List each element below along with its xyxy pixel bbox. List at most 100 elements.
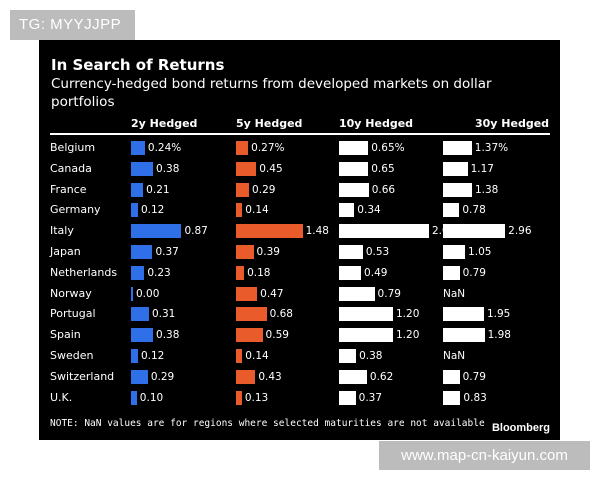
bar bbox=[339, 161, 369, 176]
bar-value-label: 0.34 bbox=[357, 204, 381, 217]
bar-value-label: 0.66 bbox=[371, 183, 396, 196]
bar-value-label: 0.31 bbox=[151, 308, 176, 321]
row-label: France bbox=[50, 182, 87, 196]
bar bbox=[236, 286, 258, 301]
bar-value-label: 0.24% bbox=[147, 142, 182, 154]
bar bbox=[131, 307, 149, 322]
chart-note: NOTE: NaN values are for regions where s… bbox=[50, 418, 485, 429]
bar bbox=[339, 349, 357, 363]
chart-panel: In Search of Returns Currency-hedged bon… bbox=[39, 40, 560, 440]
bar-value-label: NaN bbox=[443, 350, 466, 362]
bar-value-label: 0.38 bbox=[156, 329, 180, 342]
bar-value-label: 0.79 bbox=[462, 370, 486, 383]
bar bbox=[339, 286, 375, 301]
bar bbox=[443, 390, 461, 405]
bar-value-label: 0.37 bbox=[358, 391, 383, 404]
bar bbox=[339, 245, 363, 259]
bar bbox=[131, 286, 133, 301]
bar-value-label: 0.87 bbox=[184, 225, 208, 238]
row-label: Italy bbox=[50, 224, 74, 238]
bar-value-label: 0.14 bbox=[245, 204, 269, 217]
bar-value-label: 0.65% bbox=[371, 142, 405, 154]
chart-title: In Search of Returns bbox=[51, 56, 225, 74]
row-label: Sweden bbox=[50, 349, 94, 362]
bar bbox=[339, 182, 369, 197]
bar-value-label: 0.79 bbox=[377, 287, 401, 300]
bar bbox=[236, 369, 256, 384]
bar-value-label: 1.20 bbox=[396, 308, 420, 321]
bar bbox=[443, 307, 484, 322]
bar bbox=[236, 161, 257, 176]
bar bbox=[131, 224, 182, 239]
bar-value-label: 0.38 bbox=[359, 350, 383, 362]
source-logo: Bloomberg bbox=[491, 422, 550, 434]
bar bbox=[131, 390, 137, 405]
bar-value-label: 0.29 bbox=[252, 183, 276, 196]
bar bbox=[236, 349, 243, 363]
bar bbox=[131, 349, 138, 363]
bar-value-label: 0.45 bbox=[259, 162, 283, 175]
bar-value-label: 0.29 bbox=[150, 370, 175, 383]
bar bbox=[236, 182, 250, 197]
bar bbox=[236, 328, 263, 343]
bar-value-label: 1.98 bbox=[487, 329, 511, 342]
row-label: Spain bbox=[50, 328, 81, 342]
bar bbox=[443, 182, 472, 197]
bar bbox=[131, 328, 154, 343]
row-label: Belgium bbox=[50, 141, 96, 154]
row-label: Netherlands bbox=[50, 265, 118, 279]
bar-value-label: 0.43 bbox=[258, 370, 282, 383]
bar bbox=[131, 161, 154, 176]
bar bbox=[443, 245, 466, 259]
bar-value-label: 0.27% bbox=[251, 142, 285, 154]
bar bbox=[443, 328, 485, 343]
bar bbox=[236, 245, 254, 259]
row-label: Switzerland bbox=[50, 369, 115, 383]
bar-value-label: 0.12 bbox=[140, 204, 165, 217]
bar-value-label: NaN bbox=[443, 287, 466, 300]
row-label: Japan bbox=[50, 245, 81, 258]
bar-value-label: 1.38 bbox=[474, 183, 499, 196]
bar-value-label: 0.18 bbox=[247, 266, 271, 279]
row-label: Canada bbox=[50, 161, 92, 175]
bar-value-label: 0.78 bbox=[462, 204, 486, 217]
bar bbox=[339, 203, 355, 218]
row-label: Portugal bbox=[50, 307, 96, 321]
watermark-bottom: www.map-cn-kaiyun.com bbox=[379, 441, 590, 470]
bar-value-label: 0.62 bbox=[369, 370, 394, 383]
bar-value-label: 0.53 bbox=[365, 246, 390, 258]
bar-value-label: 0.59 bbox=[265, 329, 289, 342]
bar-value-label: 0.68 bbox=[269, 308, 293, 321]
bar-value-label: 0.12 bbox=[140, 350, 165, 362]
bar bbox=[131, 265, 145, 280]
bar-value-label: 0.47 bbox=[260, 287, 284, 300]
bar-value-label: 0.10 bbox=[139, 391, 164, 404]
bar bbox=[443, 161, 468, 176]
bar bbox=[443, 224, 506, 239]
bar bbox=[443, 203, 460, 218]
bar bbox=[443, 141, 472, 155]
col-header-2y: 2y Hedged bbox=[131, 117, 198, 130]
bar bbox=[443, 369, 460, 384]
bar bbox=[339, 307, 393, 322]
bar-value-label: 0.37 bbox=[155, 246, 179, 258]
bar bbox=[236, 224, 303, 239]
row-label: Germany bbox=[50, 203, 101, 217]
bar-value-label: 1.37% bbox=[474, 142, 509, 154]
bar-value-label: 1.05 bbox=[468, 246, 492, 258]
bar-value-label: 0.14 bbox=[245, 350, 269, 362]
bar bbox=[236, 307, 267, 322]
bar-value-label: 0.83 bbox=[463, 391, 487, 404]
bar-value-label: 1.17 bbox=[470, 162, 494, 175]
bar bbox=[236, 141, 249, 155]
bar bbox=[339, 369, 367, 384]
bar-value-label: 0.00 bbox=[136, 287, 160, 300]
bar bbox=[339, 265, 362, 280]
bar bbox=[339, 328, 393, 343]
col-header-5y: 5y Hedged bbox=[236, 117, 303, 130]
watermark-top: TG: MYYJJPP bbox=[10, 10, 135, 40]
header-divider bbox=[50, 133, 550, 135]
bar-value-label: 1.20 bbox=[396, 329, 420, 342]
bar-value-label: 0.49 bbox=[364, 266, 388, 279]
bar bbox=[131, 182, 144, 197]
